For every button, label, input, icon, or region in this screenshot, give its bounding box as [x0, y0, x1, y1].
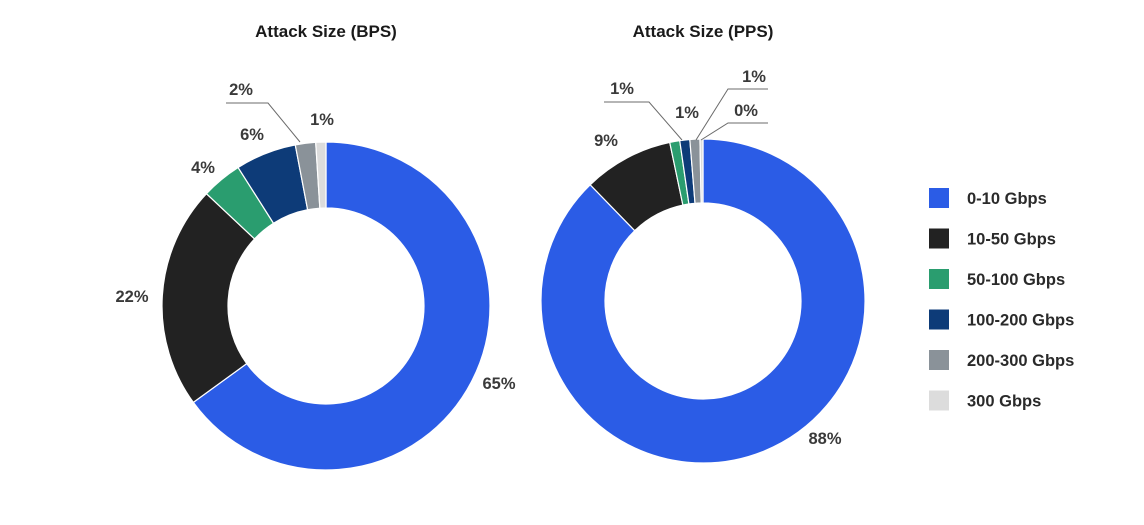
- donut-chart-pps: 88% 9% 1% 1% 1% 0%: [540, 68, 866, 464]
- data-label-pps-0-10-gbps: 88%: [808, 430, 841, 448]
- data-label-pps-300-gbps: 0%: [734, 102, 758, 120]
- donut-chart-bps: 65% 22% 4% 6% 2% 1%: [115, 81, 516, 471]
- legend-label-10-50-gbps: 10-50 Gbps: [967, 231, 1056, 249]
- data-label-pps-200-300-gbps: 1%: [742, 68, 766, 86]
- legend-swatch-0-10-gbps: [929, 188, 949, 208]
- legend-item-50-100-gbps: 50-100 Gbps: [929, 269, 1065, 289]
- leader-line-pps-300-gbps: [700, 122, 768, 141]
- slices-bps: [161, 141, 491, 471]
- legend-label-200-300-gbps: 200-300 Gbps: [967, 352, 1074, 370]
- legend-item-0-10-gbps: 0-10 Gbps: [929, 188, 1047, 208]
- slice-bps-300-gbps: [315, 141, 327, 209]
- slice-pps-0-10-gbps: [540, 138, 866, 464]
- legend-label-100-200-gbps: 100-200 Gbps: [967, 312, 1074, 330]
- data-label-pps-50-100-gbps: 1%: [610, 80, 634, 98]
- data-label-bps-10-50-gbps: 22%: [115, 288, 148, 306]
- legend-item-200-300-gbps: 200-300 Gbps: [929, 350, 1074, 370]
- slices-pps: [540, 138, 866, 464]
- legend-item-300-gbps: 300 Gbps: [929, 390, 1041, 411]
- legend-item-10-50-gbps: 10-50 Gbps: [929, 228, 1056, 249]
- chart-legend: 0-10 Gbps 10-50 Gbps 50-100 Gbps 100-200 Gb…: [929, 188, 1074, 411]
- leader-line-pps-50-100-gbps: [604, 101, 683, 141]
- legend-swatch-10-50-gbps: [929, 228, 949, 249]
- chart-title-pps: Attack Size (PPS): [633, 22, 774, 41]
- legend-item-100-200-gbps: 100-200 Gbps: [929, 309, 1074, 330]
- leader-line-pps-200-300-gbps: [695, 88, 768, 141]
- data-labels-bps: 65% 22% 4% 6% 2% 1%: [115, 81, 515, 393]
- data-labels-pps: 88% 9% 1% 1% 1% 0%: [594, 68, 842, 448]
- data-label-pps-100-200-gbps: 1%: [675, 104, 699, 122]
- slice-pps-300-gbps: [699, 138, 704, 204]
- data-label-bps-300-gbps: 1%: [310, 111, 334, 129]
- slice-bps-10-50-gbps: [161, 192, 256, 404]
- legend-swatch-200-300-gbps: [929, 350, 949, 370]
- data-label-bps-50-100-gbps: 4%: [191, 159, 215, 177]
- legend-swatch-300-gbps: [929, 390, 949, 411]
- legend-label-0-10-gbps: 0-10 Gbps: [967, 190, 1047, 208]
- legend-label-50-100-gbps: 50-100 Gbps: [967, 271, 1065, 289]
- legend-swatch-100-200-gbps: [929, 309, 949, 330]
- data-label-bps-200-300-gbps: 2%: [229, 81, 253, 99]
- legend-swatch-50-100-gbps: [929, 269, 949, 289]
- slice-bps-0-10-gbps: [192, 141, 491, 471]
- leader-line-bps-200-300-gbps: [226, 102, 301, 143]
- chart-title-bps: Attack Size (BPS): [255, 22, 397, 41]
- data-label-bps-0-10-gbps: 65%: [482, 375, 515, 393]
- data-label-bps-100-200-gbps: 6%: [240, 126, 264, 144]
- legend-label-300-gbps: 300 Gbps: [967, 393, 1041, 411]
- data-label-pps-10-50-gbps: 9%: [594, 132, 618, 150]
